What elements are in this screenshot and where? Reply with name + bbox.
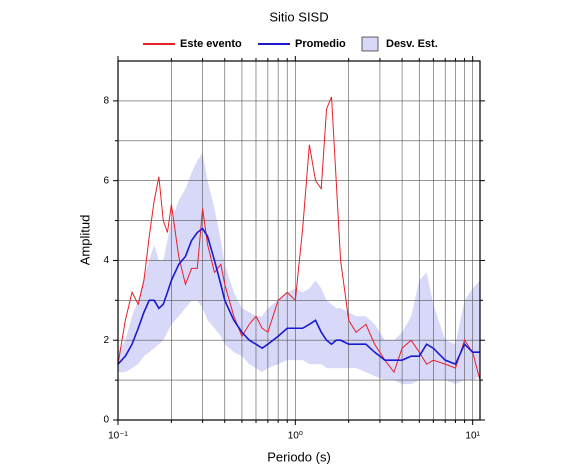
plot-frame (117, 60, 481, 421)
x-axis-label: Periodo (s) (267, 449, 331, 464)
legend-label: Promedio (295, 38, 346, 50)
y-tick-label: 0 (103, 415, 109, 426)
plot-area (118, 152, 480, 385)
y-tick-label: 4 (103, 255, 109, 266)
x-tick-label: 10¹ (465, 431, 480, 442)
series-line (117, 227, 480, 366)
legend-swatch (361, 36, 379, 52)
chart-title: Sitio SISD (269, 9, 328, 24)
y-tick-label: 8 (103, 96, 109, 107)
y-tick-label: 2 (103, 335, 109, 346)
series-line (117, 96, 481, 381)
y-axis-label: Amplitud (77, 215, 92, 266)
x-tick-label: 10⁻¹ (108, 431, 128, 442)
y-tick-label: 6 (103, 175, 109, 186)
x-tick-label: 10⁰ (288, 431, 303, 442)
std-band (118, 152, 480, 385)
legend-label: Desv. Est. (386, 38, 438, 50)
legend-label: Este evento (180, 38, 242, 50)
